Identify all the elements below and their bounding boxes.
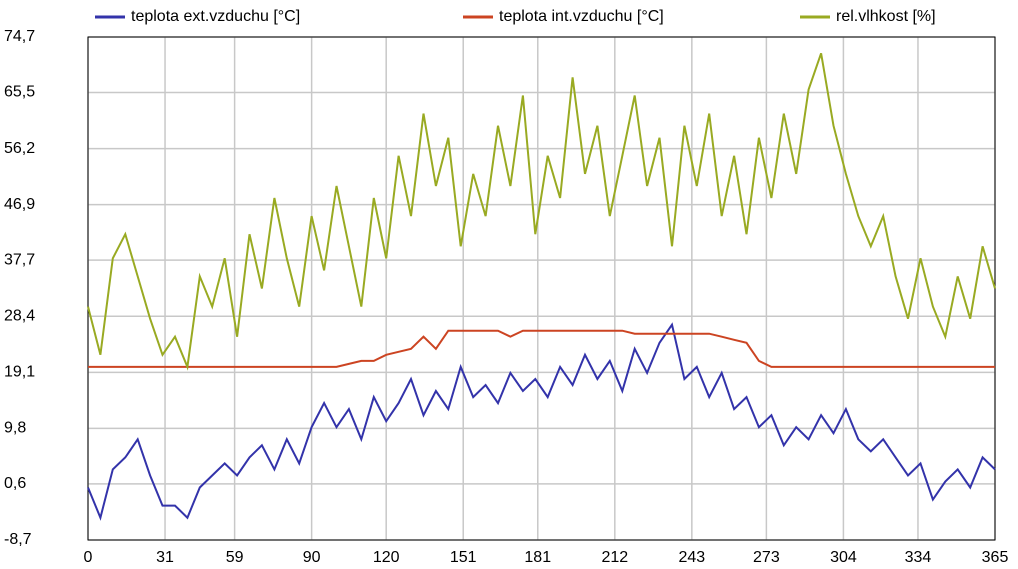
x-tick-label: 181 (524, 549, 551, 566)
y-tick-label: 74,7 (4, 28, 35, 45)
x-tick-label: 273 (753, 549, 780, 566)
y-tick-label: 46,9 (4, 196, 35, 213)
series-line (87, 52, 996, 371)
legend-label: teplota int.vzduchu [°C] (499, 8, 664, 25)
x-tick-label: 90 (303, 549, 321, 566)
y-tick-label: 56,2 (4, 140, 35, 157)
y-tick-label: 28,4 (4, 307, 35, 324)
x-tick-label: 120 (373, 549, 400, 566)
x-tick-label: 334 (905, 549, 932, 566)
x-tick-label: 151 (450, 549, 477, 566)
y-tick-label: 19,1 (4, 364, 35, 381)
y-tick-label: -8,7 (4, 531, 32, 548)
x-tick-label: 365 (982, 549, 1009, 566)
x-tick-label: 304 (830, 549, 857, 566)
x-tick-label: 31 (156, 549, 174, 566)
y-tick-label: 37,7 (4, 251, 35, 268)
legend-label: teplota ext.vzduchu [°C] (131, 8, 300, 25)
series-line (87, 322, 996, 521)
series-line (88, 329, 995, 368)
x-tick-label: 212 (601, 549, 628, 566)
x-tick-label: 0 (84, 549, 93, 566)
y-tick-label: 65,5 (4, 84, 35, 101)
y-tick-label: 0,6 (4, 475, 26, 492)
legend-label: rel.vlhkost [%] (836, 8, 936, 25)
x-tick-label: 243 (678, 549, 705, 566)
x-tick-label: 59 (226, 549, 244, 566)
y-tick-label: 9,8 (4, 420, 26, 437)
